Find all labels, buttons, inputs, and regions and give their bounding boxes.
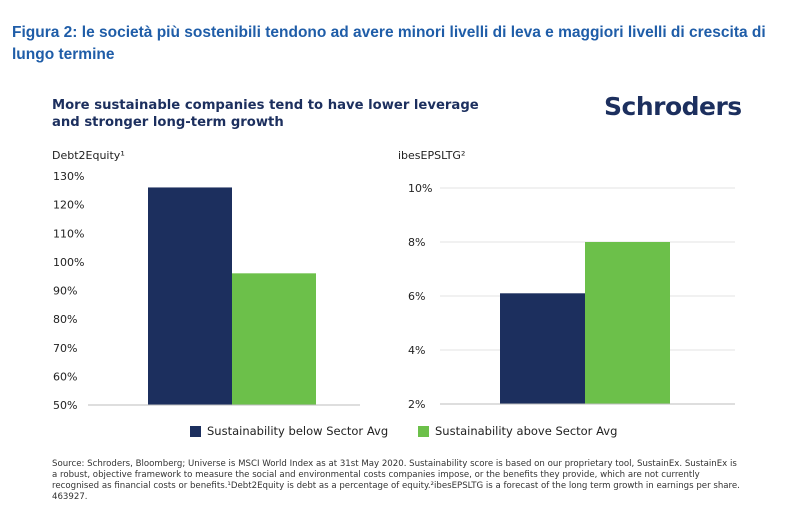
legend-label-below: Sustainability below Sector Avg xyxy=(207,424,389,438)
right-bar-above xyxy=(585,242,670,404)
source-note: Source: Schroders, Bloomberg; Universe i… xyxy=(52,459,740,502)
left-tick-label: 50% xyxy=(53,399,77,412)
right-bar-below xyxy=(500,293,585,404)
eps-growth-chart: ibesEPSLTG² 2% 4% 6% 8% 10% xyxy=(398,149,735,411)
left-tick-label: 100% xyxy=(53,256,84,269)
legend-swatch-below xyxy=(190,425,201,437)
right-tick-label: 2% xyxy=(408,398,425,411)
legend-item-below: Sustainability below Sector Avg xyxy=(190,424,388,438)
left-tick-label: 110% xyxy=(53,227,84,240)
left-y-axis-title: Debt2Equity¹ xyxy=(52,149,125,162)
legend-item-above: Sustainability above Sector Avg xyxy=(418,424,617,438)
left-tick-label: 90% xyxy=(53,285,77,298)
right-tick-label: 10% xyxy=(408,182,432,195)
figure-caption: Figura 2: le società più sostenibili ten… xyxy=(12,24,766,63)
left-tick-label: 70% xyxy=(53,342,77,355)
legend-label-above: Sustainability above Sector Avg xyxy=(435,424,618,438)
schroders-logo: Schroders xyxy=(604,92,742,121)
right-y-axis-title: ibesEPSLTG² xyxy=(398,149,465,162)
left-bar-below xyxy=(148,187,232,405)
left-tick-label: 80% xyxy=(53,313,77,326)
left-tick-label: 60% xyxy=(53,370,77,383)
right-tick-label: 8% xyxy=(408,236,425,249)
debt-to-equity-chart: Debt2Equity¹ 50% 60% 70% 80% 90% 100% 110% 120% 1… xyxy=(52,149,360,412)
left-tick-label: 130% xyxy=(53,170,84,183)
right-tick-label: 4% xyxy=(408,344,425,357)
chart-title: More sustainable companies tend to have … xyxy=(52,98,479,130)
legend-swatch-above xyxy=(418,425,429,437)
left-tick-label: 120% xyxy=(53,199,84,212)
left-bar-above xyxy=(232,273,316,405)
right-tick-label: 6% xyxy=(408,290,425,303)
legend: Sustainability below Sector Avg Sustaina… xyxy=(0,424,796,442)
